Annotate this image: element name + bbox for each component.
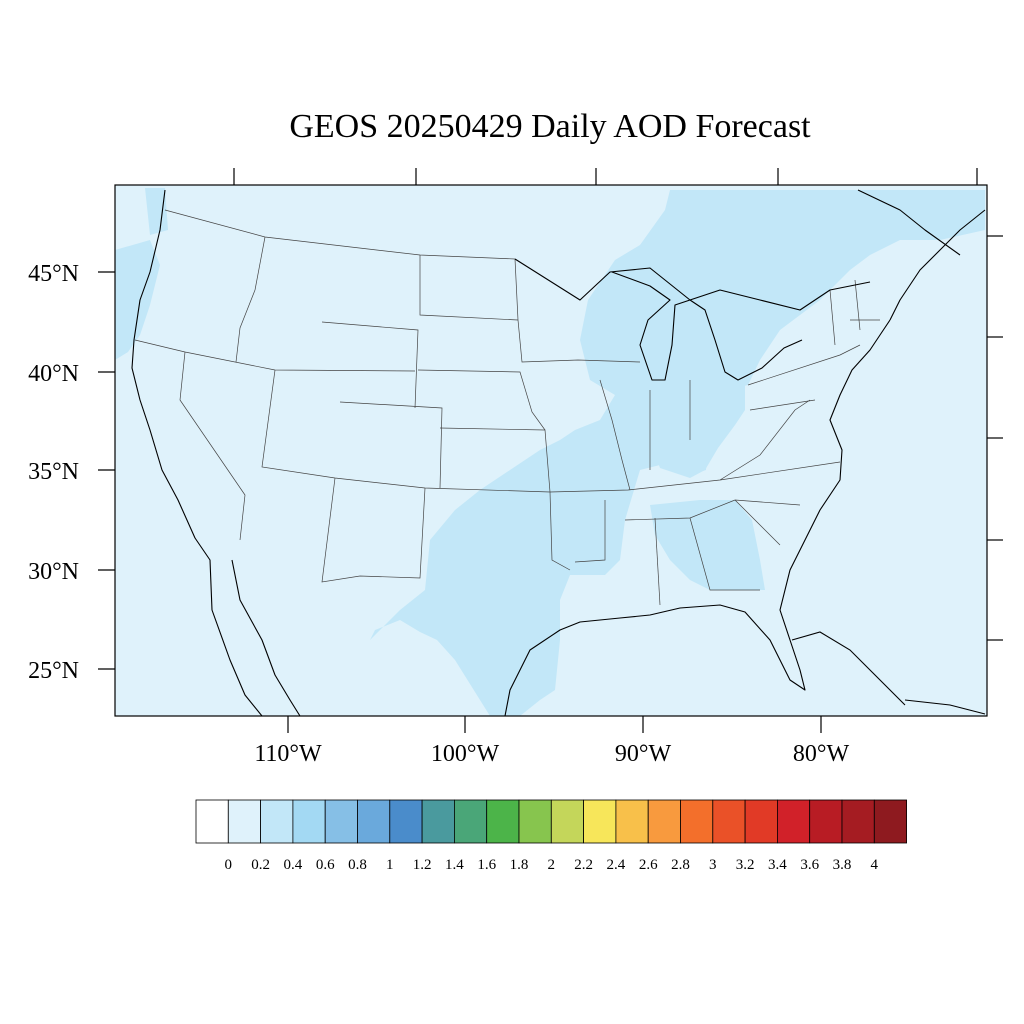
colorbar-swatch [518,799,552,844]
colorbar-swatch [389,799,423,844]
colorbar-tick-label: 2.8 [671,857,690,873]
colorbar-tick-label: 3 [709,857,717,873]
colorbar-swatch [227,799,262,844]
longitude-labels: 110°W 100°W 90°W 80°W [254,741,849,767]
colorbar-tick-label: 3.8 [833,857,852,873]
map-frame [114,184,988,717]
map-title: GEOS 20250429 Daily AOD Forecast [289,108,811,145]
colorbar-tick-label: 0.2 [251,857,270,873]
lat-label: 45°N [28,261,79,287]
new-england-coast [889,209,986,321]
lat-label: 30°N [28,559,79,585]
plume-washington [145,188,168,235]
plume-southeast [650,500,765,590]
colorbar-swatch [744,799,778,844]
colorbar-swatch [421,799,455,844]
colorbar-swatch [324,799,358,844]
lon-label: 90°W [615,741,672,767]
colorbar-swatch [841,799,875,844]
colorbar-swatch [292,799,326,844]
colorbar-tick-label: 4 [871,857,879,873]
colorbar [195,799,907,844]
lat-label: 25°N [28,658,79,684]
colorbar-swatch [873,799,907,844]
aod-plume-layer [115,188,985,716]
lon-label: 100°W [431,741,500,767]
plume-pacific [115,240,160,360]
colorbar-labels: 0 0.2 0.4 0.6 0.8 1 1.2 1.4 1.6 1.8 2 2.2 2.4 2.6 2.8 3… [225,857,879,873]
colorbar-tick-label: 0.6 [316,857,335,873]
colorbar-swatch [680,799,714,844]
colorbar-swatch [357,799,391,844]
lon-label: 80°W [793,741,850,767]
colorbar-swatch [647,799,681,844]
colorbar-tick-label: 1 [386,857,394,873]
colorbar-swatch [486,799,520,844]
colorbar-swatch [777,799,811,844]
colorbar-swatch [583,799,617,844]
colorbar-tick-label: 0.8 [348,857,367,873]
state-borders [134,209,880,606]
colorbar-tick-label: 2.4 [607,857,626,873]
colorbar-tick-label: 1.6 [477,857,496,873]
colorbar-tick-label: 0.4 [284,857,303,873]
colorbar-tick-label: 3.4 [768,857,787,873]
pacific-coast [131,189,263,716]
colorbar-swatch [453,799,488,844]
colorbar-tick-label: 3.2 [736,857,755,873]
latitude-labels: 45°N 40°N 35°N 30°N 25°N [28,261,79,684]
plume-ohio-valley [650,370,745,478]
map-ticks [98,168,1003,733]
colorbar-swatch [809,799,843,844]
colorbar-tick-label: 0 [225,857,233,873]
gulf-coast [504,319,891,716]
lat-label: 40°N [28,361,79,387]
caribbean-islands [791,631,986,715]
colorbar-swatch [615,799,649,844]
colorbar-swatch [712,799,746,844]
colorbar-tick-label: 1.4 [445,857,464,873]
colorbar-tick-label: 2 [548,857,556,873]
colorbar-tick-label: 2.6 [639,857,658,873]
lat-label: 35°N [28,459,79,485]
baja-gulf-coast [231,559,301,716]
colorbar-tick-label: 1.2 [413,857,432,873]
colorbar-swatch [550,799,584,844]
great-lakes [611,271,803,381]
colorbar-tick-label: 1.8 [510,857,529,873]
colorbar-swatch [260,799,294,844]
lon-label: 110°W [254,741,322,767]
coastlines [131,189,986,716]
colorbar-tick-label: 3.6 [800,857,819,873]
colorbar-swatch [195,799,229,844]
gulf-of-st-lawrence [857,189,961,256]
us-canada-border [514,258,871,311]
colorbar-tick-label: 2.2 [574,857,593,873]
